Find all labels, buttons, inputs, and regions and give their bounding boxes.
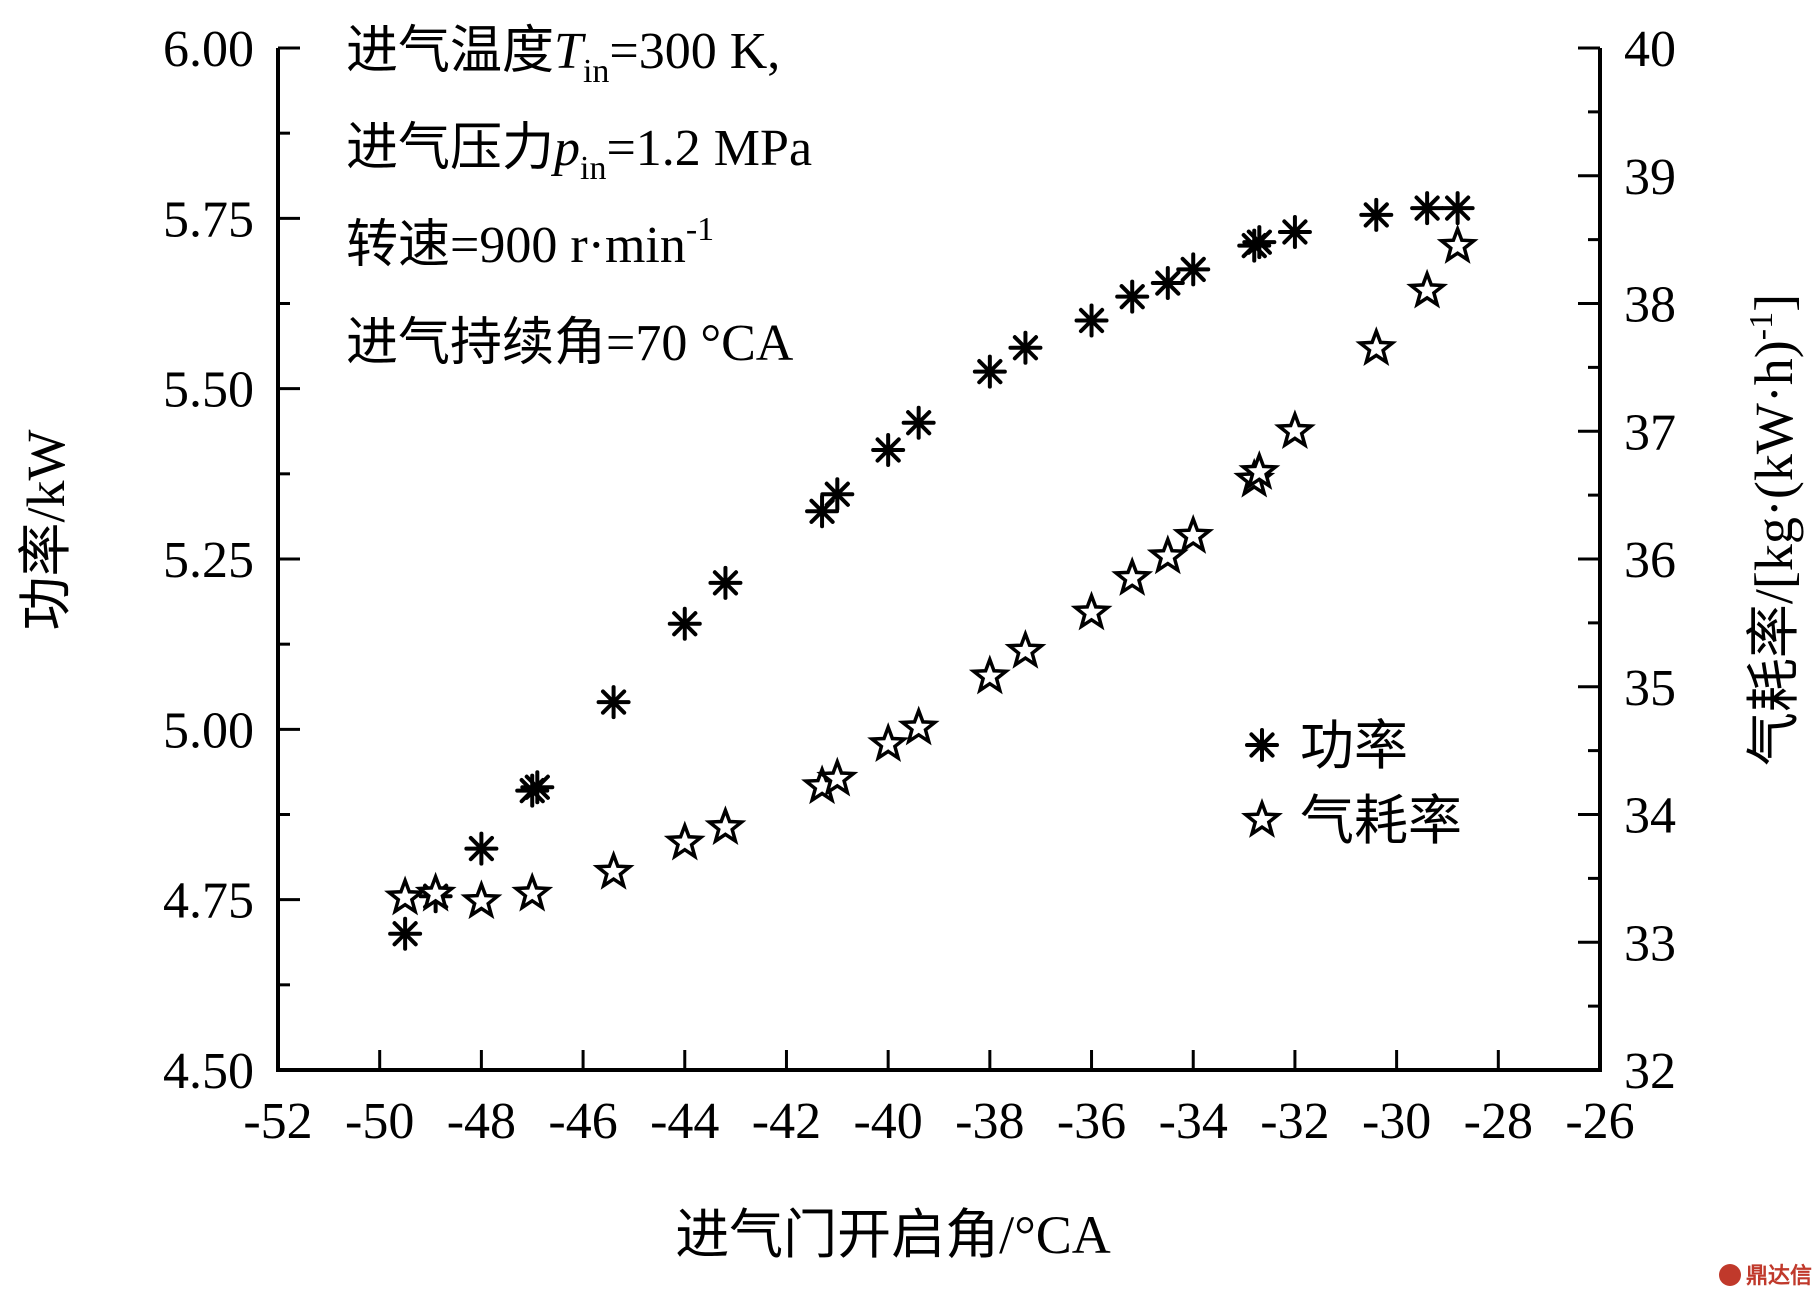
annotation-line: 进气持续角=70 °CA xyxy=(346,315,794,372)
gas-consumption-point xyxy=(968,654,1011,695)
power-point xyxy=(1277,214,1312,249)
right-y-tick-label: 33 xyxy=(1624,915,1676,972)
right-y-axis-title-sup: -1 xyxy=(1743,312,1780,340)
legend-label: 气耗率 xyxy=(1300,791,1462,851)
left-y-tick-label: 5.75 xyxy=(163,191,254,248)
gas-consumption-point xyxy=(663,820,706,861)
legend-power-marker-icon xyxy=(1245,728,1279,762)
gas-consumption-point xyxy=(592,850,635,890)
power-point xyxy=(708,565,743,600)
power-point xyxy=(820,477,855,512)
left-y-tick-label: 5.50 xyxy=(163,362,254,419)
right-y-tick-label: 38 xyxy=(1624,277,1676,334)
x-tick-label: -42 xyxy=(752,1093,821,1150)
watermark-logo-icon xyxy=(1719,1264,1741,1286)
annotation-line: 进气压力pin=1.2 MPa xyxy=(346,120,812,187)
axes xyxy=(276,48,1602,1072)
x-tick-label: -50 xyxy=(345,1093,414,1150)
power-point xyxy=(1176,252,1211,287)
gas-consumption-point xyxy=(1355,326,1398,367)
x-axis-title: 进气门开启角/°CA xyxy=(675,1205,1111,1265)
watermark-text: 鼎达信 xyxy=(1746,1263,1812,1289)
gas-consumption-point xyxy=(460,879,503,920)
right-y-axis-title: 气耗率/[kg·(kW·h)-1] xyxy=(1743,294,1804,766)
right-y-tick-label: 37 xyxy=(1624,404,1676,461)
power-point xyxy=(901,405,936,440)
gas-consumption-point xyxy=(1436,224,1479,264)
gas-consumption-point xyxy=(1004,629,1047,669)
right-y-tick-label: 35 xyxy=(1624,660,1676,717)
left-y-tick-label: 5.00 xyxy=(163,702,254,759)
x-tick-label: -36 xyxy=(1057,1093,1126,1150)
power-point xyxy=(667,606,702,641)
annotation-line: 转速=900 r·min-1 xyxy=(346,211,714,274)
left-y-tick-label: 6.00 xyxy=(163,21,254,78)
x-tick-label: -48 xyxy=(447,1093,516,1150)
gas-consumption-point xyxy=(1070,590,1113,631)
power-point xyxy=(464,831,499,866)
power-point xyxy=(1359,197,1394,232)
left-y-axis-title: 功率/kW xyxy=(16,429,76,630)
x-tick-label: -40 xyxy=(853,1093,922,1150)
x-axis-ticks: -52 -50 -48 -46 -44 -42 -40 -38 -36 -34 -32 -30 -28-… xyxy=(243,1050,1635,1150)
power-point xyxy=(596,685,631,720)
power-point xyxy=(1150,266,1185,301)
gas-consumption-point xyxy=(816,756,859,797)
legend-gas-marker-icon xyxy=(1241,798,1283,838)
right-y-tick-label: 34 xyxy=(1624,788,1676,845)
gas-consumption-point xyxy=(1146,534,1189,575)
gas-consumption-point xyxy=(414,871,457,912)
legend-label: 功率 xyxy=(1300,716,1408,776)
x-tick-label: -32 xyxy=(1260,1093,1329,1150)
x-tick-label: -52 xyxy=(243,1093,312,1150)
power-point xyxy=(1115,279,1150,314)
right-y-axis-title-main: 气耗率/[kg·(kW·h) xyxy=(1744,340,1804,766)
power-point xyxy=(1074,303,1109,338)
x-tick-label: -38 xyxy=(955,1093,1024,1150)
left-y-tick-label: 5.25 xyxy=(163,532,254,589)
x-tick-label: -30 xyxy=(1362,1093,1431,1150)
gas-consumption-point xyxy=(1406,268,1449,309)
left-y-tick-label: 4.50 xyxy=(163,1043,254,1100)
gas-consumption-point xyxy=(384,875,427,916)
gas-consumption-point xyxy=(1172,514,1215,554)
power-point xyxy=(1410,191,1445,226)
x-tick-label: -28 xyxy=(1464,1093,1533,1150)
gas-consumption-point xyxy=(1111,556,1154,596)
power-point xyxy=(520,770,555,805)
right-y-tick-label: 32 xyxy=(1624,1043,1676,1100)
power-point xyxy=(972,354,1007,389)
right-y-tick-label: 39 xyxy=(1624,149,1676,206)
gas-consumption-point xyxy=(1238,450,1281,490)
annotation-line: 进气温度Tin=300 K, xyxy=(346,23,780,90)
left-y-tick-label: 4.75 xyxy=(163,873,254,930)
x-tick-label: -34 xyxy=(1159,1093,1228,1150)
power-point xyxy=(871,432,906,467)
power-point xyxy=(1440,191,1475,226)
right-y-tick-label: 40 xyxy=(1624,21,1676,78)
right-y-axis-title-close: ] xyxy=(1744,294,1804,312)
right-y-axis-ticks: 32 33 34 35 36 37 38 39 40 xyxy=(1578,21,1676,1100)
gas-consumption-point xyxy=(1274,409,1316,450)
data-marks xyxy=(384,191,1479,951)
watermark: 鼎达信 xyxy=(1719,1263,1812,1289)
gas-consumption-point xyxy=(704,805,747,846)
conditions-annotation: 进气温度Tin=300 K, 进气压力pin=1.2 MPa 转速=900 r·mi… xyxy=(346,23,812,372)
x-tick-label: -44 xyxy=(650,1093,719,1150)
gas-consumption-point xyxy=(897,705,940,746)
x-tick-label: -46 xyxy=(548,1093,617,1150)
left-y-axis-ticks: 4.50 4.75 5.00 5.25 5.50 5.75 6.00 xyxy=(163,21,300,1100)
power-point xyxy=(1008,330,1043,365)
gas-consumption-point xyxy=(511,871,554,912)
power-point xyxy=(388,916,423,951)
gas-consumption-point xyxy=(867,722,910,763)
x-tick-label: -26 xyxy=(1565,1093,1634,1150)
right-y-tick-label: 36 xyxy=(1624,532,1676,589)
power-point xyxy=(1242,225,1277,260)
